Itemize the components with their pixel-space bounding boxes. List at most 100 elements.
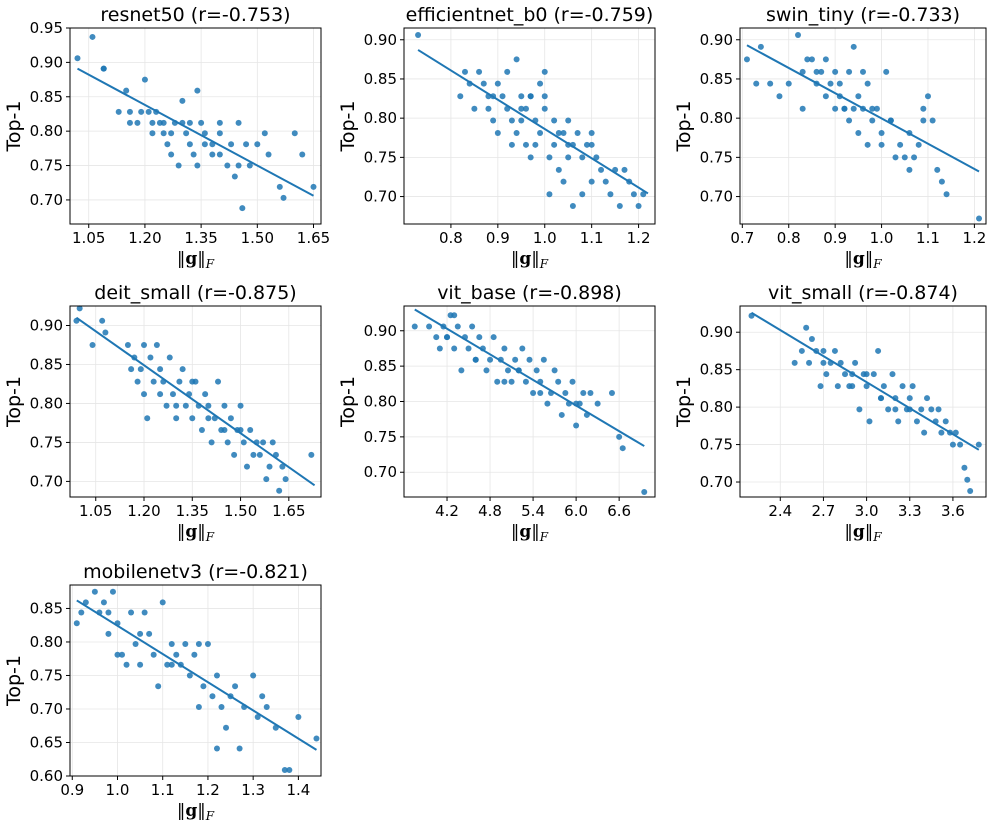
- data-point: [215, 378, 222, 385]
- data-point: [209, 693, 216, 700]
- x-tick-label: 1.3: [241, 781, 265, 799]
- data-point: [508, 117, 515, 124]
- data-point: [860, 68, 866, 75]
- data-point: [213, 672, 220, 679]
- y-axis-label: Top-1: [3, 376, 25, 428]
- x-axis-label-subscript: F: [205, 809, 215, 823]
- data-point: [250, 672, 257, 679]
- data-point: [476, 334, 483, 341]
- data-point: [137, 366, 144, 373]
- y-tick-label: 0.70: [700, 188, 733, 206]
- y-tick-label: 0.80: [30, 122, 63, 140]
- data-point: [551, 367, 558, 374]
- data-point: [753, 80, 760, 87]
- data-point: [444, 334, 451, 341]
- subplot-resnet50: 1.05 1.20 1.35 1.50 1.65 0.70 0.75 0.80 0.85 0.90…: [3, 4, 330, 271]
- data-point: [137, 661, 144, 668]
- data-point: [580, 390, 587, 397]
- subplot-mobilenetv3: 0.9 1.0 1.1 1.2 1.3 1.4 0.60 0.65 0.70 0.75 0.80 0.…: [3, 561, 322, 823]
- data-point: [299, 151, 306, 158]
- data-point: [200, 683, 207, 690]
- x-axis-label-norm: ‖: [197, 249, 206, 269]
- x-axis-label-subscript: F: [539, 530, 549, 544]
- data-point: [235, 119, 242, 126]
- data-point: [889, 371, 896, 378]
- data-point: [194, 162, 201, 169]
- data-point: [173, 415, 180, 422]
- data-point: [465, 345, 472, 352]
- data-point: [785, 80, 792, 87]
- data-point: [213, 745, 220, 752]
- data-point: [189, 378, 196, 385]
- x-tick-label: 1.2: [196, 781, 220, 799]
- x-axis-label: ‖g‖F: [177, 522, 215, 544]
- data-point: [310, 183, 317, 190]
- data-point: [160, 119, 167, 126]
- data-point: [186, 141, 193, 148]
- data-point: [243, 141, 250, 148]
- data-point: [852, 359, 859, 366]
- data-point: [791, 359, 798, 366]
- x-tick-label: 1.2: [627, 229, 651, 247]
- data-point: [541, 93, 548, 100]
- data-point: [279, 463, 286, 470]
- data-point: [134, 378, 141, 385]
- y-tick-label: 0.70: [30, 191, 63, 209]
- data-point: [179, 366, 186, 373]
- data-point: [533, 367, 540, 374]
- data-point: [560, 178, 567, 185]
- data-point: [532, 141, 539, 148]
- data-point: [168, 151, 175, 158]
- data-point: [961, 464, 968, 471]
- data-point: [846, 68, 853, 75]
- data-point: [522, 141, 529, 148]
- data-point: [883, 68, 890, 75]
- data-point: [102, 329, 109, 336]
- data-point: [850, 105, 857, 112]
- data-point: [560, 130, 567, 137]
- data-point: [201, 141, 208, 148]
- data-point: [530, 390, 537, 397]
- x-tick-label: 6.6: [607, 502, 631, 520]
- data-point: [546, 154, 553, 161]
- data-point: [855, 130, 862, 137]
- data-point: [512, 356, 519, 363]
- data-point: [146, 630, 153, 637]
- data-point: [247, 426, 254, 433]
- data-point: [565, 154, 572, 161]
- data-point: [256, 451, 263, 458]
- x-tick-label: 0.8: [777, 229, 801, 247]
- y-tick-label: 0.80: [30, 633, 63, 651]
- x-tick-label: 6.0: [564, 502, 588, 520]
- data-point: [820, 359, 827, 366]
- data-point: [494, 80, 501, 87]
- data-point: [458, 367, 465, 374]
- data-point: [934, 166, 941, 173]
- data-point: [607, 191, 614, 198]
- x-axis-label-subscript: F: [872, 530, 882, 544]
- data-point: [168, 661, 175, 668]
- y-tick-label: 0.90: [364, 31, 397, 49]
- data-point: [551, 141, 558, 148]
- data-point: [166, 354, 173, 361]
- fit-line: [76, 599, 318, 751]
- data-point: [280, 194, 287, 201]
- data-point: [182, 402, 189, 409]
- data-point: [218, 703, 225, 710]
- y-axis-label: Top-1: [337, 100, 359, 152]
- data-point: [485, 105, 492, 112]
- data-point: [281, 766, 288, 773]
- data-point: [100, 65, 107, 72]
- data-point: [573, 422, 580, 429]
- data-point: [198, 119, 205, 126]
- x-tick-label: 5.4: [521, 502, 545, 520]
- data-point: [640, 191, 647, 198]
- data-point: [804, 56, 811, 63]
- data-point: [490, 334, 497, 341]
- data-point: [906, 166, 913, 173]
- data-point: [76, 305, 83, 312]
- data-point: [949, 441, 956, 448]
- data-point: [776, 93, 783, 100]
- x-axis-label-norm: ‖: [197, 801, 206, 821]
- y-tick-label: 0.85: [30, 599, 63, 617]
